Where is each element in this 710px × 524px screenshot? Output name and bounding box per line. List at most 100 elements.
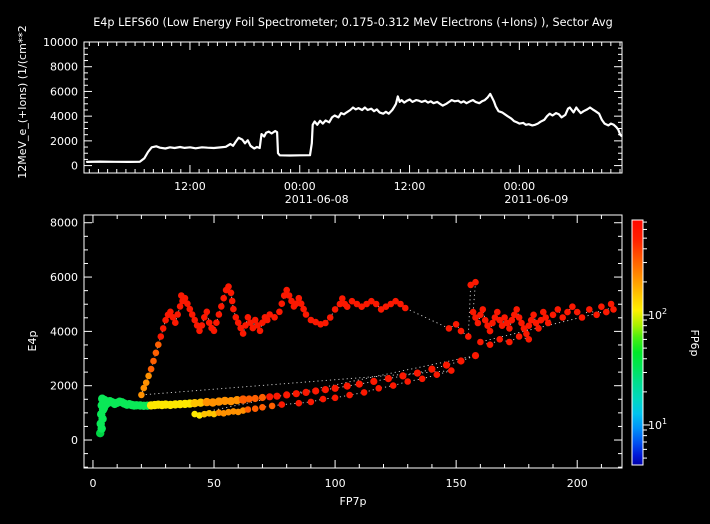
scatter-point xyxy=(331,384,339,392)
scatter-point xyxy=(293,300,300,308)
scatter-point xyxy=(486,341,494,349)
scatter-point xyxy=(331,306,339,313)
y-tick-label: 0 xyxy=(71,160,78,173)
x-tick-date-label: 2011-06-08 xyxy=(285,193,349,206)
scatter-point xyxy=(188,311,196,318)
scatter-point xyxy=(201,314,208,321)
scatter-point xyxy=(348,297,356,305)
scatter-point xyxy=(210,327,218,335)
scatter-point xyxy=(346,391,353,399)
scatter-point xyxy=(266,393,274,401)
bottom-y-tick-labels: 0 2000 4000 6000 8000 xyxy=(50,217,78,447)
scatter-point xyxy=(564,308,571,316)
scatter-point xyxy=(448,367,455,374)
scatter-point xyxy=(578,314,586,321)
scatter-point xyxy=(472,278,479,286)
scatter-point xyxy=(242,322,249,329)
scatter-point xyxy=(184,300,191,308)
scatter-point xyxy=(196,398,205,407)
scatter-point xyxy=(145,372,152,380)
scatter-point xyxy=(457,327,465,335)
scatter-point xyxy=(508,316,516,324)
scatter-point xyxy=(152,349,160,357)
scatter-point xyxy=(297,300,305,308)
colorbar-axis-label: FP6p xyxy=(688,330,701,357)
scatter-point xyxy=(181,294,189,302)
scatter-point xyxy=(544,319,552,327)
scatter-point xyxy=(477,338,484,346)
scatter-point xyxy=(147,365,155,373)
colorbar-tick-label-100: 102 xyxy=(648,307,667,322)
scatter-point xyxy=(484,322,491,330)
scatter-point xyxy=(569,303,576,311)
scatter-point xyxy=(258,393,266,402)
y-tick-label: 2000 xyxy=(50,380,78,393)
scatter-points xyxy=(96,278,617,438)
scatter-point xyxy=(302,311,310,318)
scatter-point xyxy=(503,319,511,327)
scatter-point xyxy=(452,321,460,328)
scatter-point xyxy=(191,316,198,324)
scatter-point xyxy=(266,311,274,318)
scatter-point xyxy=(489,319,496,327)
scatter-point xyxy=(319,395,327,403)
x-tick-label: 150 xyxy=(446,477,467,490)
scatter-point xyxy=(264,316,271,324)
scatter-point xyxy=(190,399,199,408)
scatter-point xyxy=(511,311,518,319)
scatter-point xyxy=(433,371,441,379)
scatter-point xyxy=(491,314,499,321)
scatter-point xyxy=(610,306,617,313)
scatter-point xyxy=(525,336,533,343)
top-plot-frame xyxy=(83,41,623,174)
scatter-point xyxy=(479,306,487,313)
scatter-point xyxy=(186,305,194,313)
scatter-point xyxy=(238,395,248,404)
scatter-point xyxy=(368,297,375,305)
scatter-point xyxy=(387,300,395,308)
scatter-point xyxy=(259,319,266,327)
scatter-point xyxy=(343,382,351,390)
bottom-x-axis-label: FP7p xyxy=(340,495,367,508)
scatter-point xyxy=(515,314,523,321)
colorbar: 102 101 FP6p xyxy=(631,219,701,466)
scatter-point xyxy=(167,308,174,316)
scatter-point xyxy=(442,361,451,369)
scatter-point xyxy=(321,386,329,394)
scatter-point xyxy=(201,410,208,418)
scatter-point xyxy=(283,286,291,294)
scatter-point xyxy=(230,305,237,313)
scatter-point xyxy=(559,314,566,321)
scatter-point xyxy=(397,300,404,308)
scatter-point xyxy=(295,294,303,302)
bottom-y-axis-label: E4p xyxy=(26,331,39,352)
scatter-point xyxy=(138,391,145,399)
scatter-point xyxy=(402,304,409,312)
scatter-point xyxy=(230,408,237,415)
scatter-point xyxy=(603,308,610,316)
scatter-point xyxy=(457,357,465,365)
scatter-point xyxy=(343,303,351,311)
scatter-point xyxy=(467,281,475,289)
top-axis-ticks xyxy=(84,41,622,173)
scatter-point xyxy=(498,322,506,330)
scatter-point xyxy=(169,314,177,321)
top-y-tick-labels: 0 2000 4000 6000 8000 10000 xyxy=(43,36,78,173)
scatter-point xyxy=(228,297,236,305)
y-tick-label: 8000 xyxy=(50,217,78,230)
scatter-point xyxy=(157,333,165,340)
scatter-point xyxy=(471,352,480,360)
scatter-point xyxy=(295,399,303,407)
scatter-point xyxy=(404,378,412,385)
y-tick-label: 6000 xyxy=(50,85,78,98)
scatter-point xyxy=(382,303,390,311)
scatter-point xyxy=(389,382,397,389)
x-tick-label: 100 xyxy=(325,477,346,490)
scatter-point xyxy=(225,408,232,416)
scatter-point xyxy=(363,300,370,308)
scatter-point xyxy=(486,327,494,335)
scatter-point xyxy=(280,292,288,299)
scatter-point xyxy=(326,314,334,321)
scatter-point xyxy=(518,319,525,327)
scatter-point xyxy=(155,341,162,349)
